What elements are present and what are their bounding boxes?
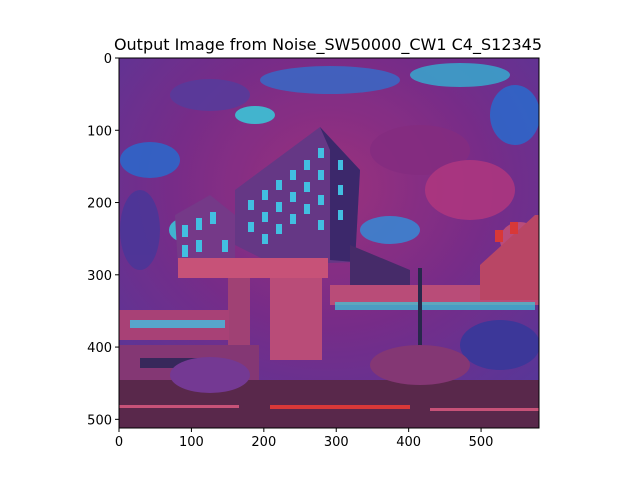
- y-tick-label: 500: [87, 413, 112, 428]
- x-tick-label: 200: [251, 435, 276, 450]
- x-tick-label: 400: [396, 435, 421, 450]
- axes-frame: [118, 57, 540, 429]
- x-tick-label: 500: [469, 435, 494, 450]
- y-tick-label: 100: [87, 124, 112, 139]
- x-tick-label: 300: [324, 435, 349, 450]
- y-tick-label: 0: [104, 52, 112, 67]
- chart-title: Output Image from Noise_SW50000_CW1 C4_S…: [114, 35, 542, 55]
- x-axis: 0 100 200 300 400 500: [115, 428, 494, 450]
- x-tick-label: 0: [115, 435, 123, 450]
- y-tick-label: 400: [87, 341, 112, 356]
- x-tick-label: 100: [179, 435, 204, 450]
- y-axis: 0 100 200 300 400 500: [87, 52, 119, 428]
- y-tick-label: 300: [87, 269, 112, 284]
- image-area: [119, 58, 539, 428]
- y-tick-label: 200: [87, 197, 112, 212]
